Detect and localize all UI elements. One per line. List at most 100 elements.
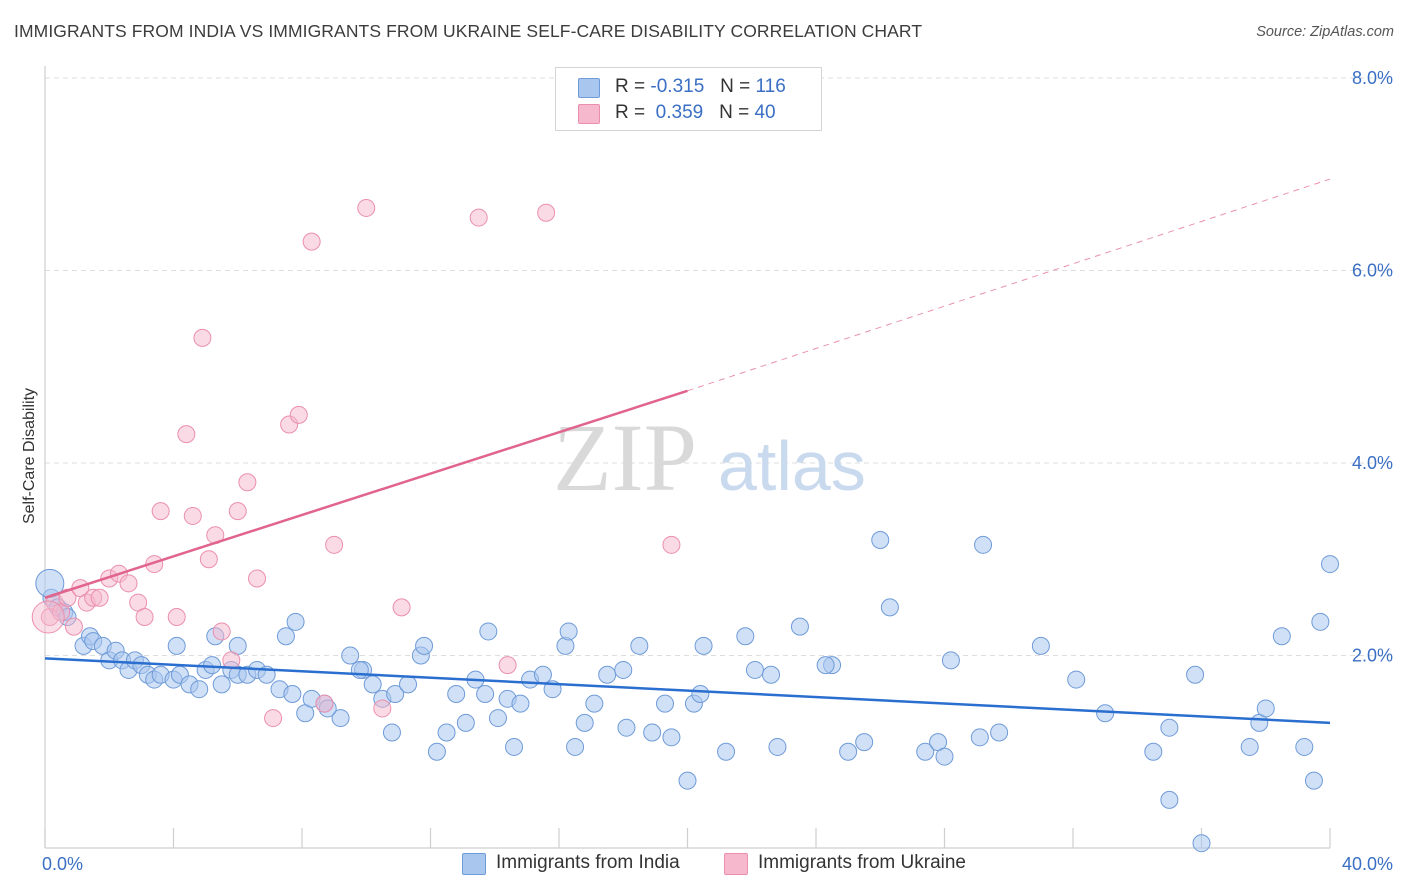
india-point <box>880 598 899 617</box>
india-point <box>190 680 209 699</box>
india-point <box>630 636 649 655</box>
india-point <box>871 531 890 549</box>
india-point <box>350 660 369 679</box>
india-point <box>276 627 295 646</box>
ukraine-point <box>289 405 308 424</box>
india-point <box>717 742 736 761</box>
india-point <box>566 737 585 756</box>
legend-r-label: R = <box>615 102 646 123</box>
india-point <box>331 709 350 728</box>
legend-swatch-india <box>578 78 600 98</box>
legend-n-value-india: 116 <box>755 76 786 97</box>
ukraine-point <box>302 232 321 251</box>
series-label-ukraine: Immigrants from Ukraine <box>758 852 966 873</box>
legend-swatch-ukraine <box>578 104 600 124</box>
y-tick-label: 8.0% <box>1352 68 1393 88</box>
india-point <box>559 622 578 641</box>
india-point <box>694 636 713 655</box>
india-point <box>691 685 710 703</box>
india-point <box>382 723 401 742</box>
india-point <box>762 665 781 684</box>
india-point <box>167 636 186 655</box>
trend-lines <box>44 178 1331 725</box>
india-point <box>941 651 960 670</box>
ukraine-point <box>193 328 212 347</box>
watermark-zip: ZIP <box>553 404 697 511</box>
ukraine-point <box>315 694 334 713</box>
india-trend-line <box>44 657 1331 725</box>
india-point <box>212 675 231 694</box>
india-point <box>816 656 835 675</box>
ukraine-point <box>373 699 392 718</box>
source-credit: Source: ZipAtlas.com <box>1256 24 1394 40</box>
india-point <box>437 723 456 742</box>
india-point <box>1256 699 1275 718</box>
ukraine-point <box>90 588 109 607</box>
india-point <box>1240 737 1259 756</box>
ukraine-point <box>212 622 231 641</box>
series-legend: Immigrants from India Immigrants from Uk… <box>0 852 1406 878</box>
india-point <box>662 728 681 747</box>
india-point <box>203 656 222 675</box>
ukraine-point <box>167 608 186 626</box>
ukraine-point <box>325 535 344 554</box>
india-point <box>839 742 858 761</box>
y-tick-label: 2.0% <box>1352 646 1393 666</box>
india-point <box>286 612 305 631</box>
india-point <box>1031 636 1050 655</box>
ukraine-point <box>469 208 488 227</box>
ukraine-point <box>392 598 411 617</box>
ukraine-point <box>177 425 196 444</box>
x-tick-label-min: 0.0% <box>42 854 83 874</box>
ukraine-point <box>199 550 218 569</box>
india-point <box>283 685 302 703</box>
india-point <box>1067 670 1086 689</box>
india-point <box>974 535 993 554</box>
ukraine-points <box>31 198 681 728</box>
india-point <box>386 685 405 703</box>
ukraine-trend-extension <box>687 178 1331 392</box>
india-point <box>415 636 434 655</box>
x-tick-label-max: 40.0% <box>1342 854 1393 874</box>
india-point <box>476 685 495 703</box>
india-point <box>1160 790 1179 809</box>
legend-text-india: R = -0.315 N = 116 <box>615 76 786 98</box>
gridlines <box>45 77 1390 656</box>
india-point <box>1186 665 1205 684</box>
ukraine-point <box>662 535 681 554</box>
india-point <box>1192 834 1211 853</box>
india-point <box>970 728 989 747</box>
ukraine-point <box>64 617 83 636</box>
india-point <box>1304 771 1323 790</box>
india-point <box>1311 612 1330 631</box>
axes <box>44 66 1331 849</box>
series-swatch-ukraine <box>724 853 748 875</box>
india-point <box>1272 627 1291 646</box>
ukraine-point <box>498 656 517 675</box>
ukraine-point <box>264 709 283 728</box>
watermark-atlas: atlas <box>718 427 866 505</box>
series-label-india: Immigrants from India <box>496 852 680 873</box>
ukraine-point <box>183 506 202 525</box>
india-point <box>1096 704 1115 723</box>
ukraine-point <box>238 473 257 492</box>
legend-r-value-ukraine: 0.359 <box>655 102 704 123</box>
india-point <box>643 723 662 742</box>
india-point <box>678 771 697 790</box>
india-point <box>790 617 809 636</box>
ukraine-point <box>357 198 376 217</box>
india-point <box>447 685 466 703</box>
india-point <box>617 718 636 737</box>
india-point <box>1295 737 1314 756</box>
y-tick-label: 6.0% <box>1352 261 1393 281</box>
india-point <box>511 694 530 713</box>
india-point <box>399 675 418 694</box>
india-point <box>736 627 755 646</box>
india-point <box>488 709 507 728</box>
ukraine-point <box>537 203 556 222</box>
legend-n-value-ukraine: 40 <box>754 102 776 123</box>
y-tick-label: 4.0% <box>1352 453 1393 473</box>
india-point <box>505 737 524 756</box>
india-point <box>575 713 594 732</box>
